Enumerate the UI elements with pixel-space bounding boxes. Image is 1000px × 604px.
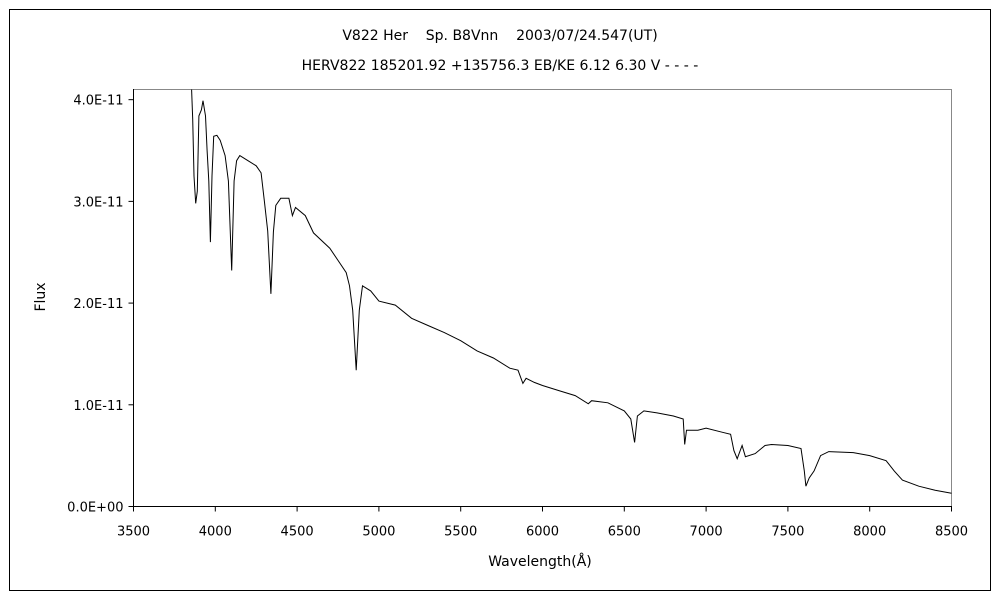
- x-tick-label: 4000: [199, 525, 232, 540]
- y-tick-label: 2.0E-11: [73, 297, 123, 312]
- chart-title: V822 Her Sp. B8Vnn 2003/07/24.547(UT): [342, 28, 657, 44]
- x-tick-label: 7500: [771, 525, 804, 540]
- series-line: [191, 89, 952, 494]
- y-tick-label: 0.0E+00: [67, 501, 123, 516]
- y-axis-label: Flux: [33, 282, 49, 311]
- y-tick-label: 1.0E-11: [73, 399, 123, 414]
- x-tick-label: 5000: [362, 525, 395, 540]
- plot-area: [133, 89, 952, 507]
- x-tick-label: 3500: [117, 525, 150, 540]
- x-tick-label: 8000: [853, 525, 886, 540]
- x-tick-label: 5500: [444, 525, 477, 540]
- x-axis-label: Wavelength(Å): [488, 553, 592, 570]
- x-tick-label: 6500: [608, 525, 641, 540]
- x-tick-label: 7000: [690, 525, 723, 540]
- x-tick-label: 4500: [281, 525, 314, 540]
- y-tick-label: 4.0E-11: [73, 94, 123, 109]
- chart-subtitle: HERV822 185201.92 +135756.3 EB/KE 6.12 6…: [302, 58, 699, 74]
- y-tick-label: 3.0E-11: [73, 195, 123, 210]
- x-tick-label: 6000: [526, 525, 559, 540]
- x-tick-label: 8500: [935, 525, 968, 540]
